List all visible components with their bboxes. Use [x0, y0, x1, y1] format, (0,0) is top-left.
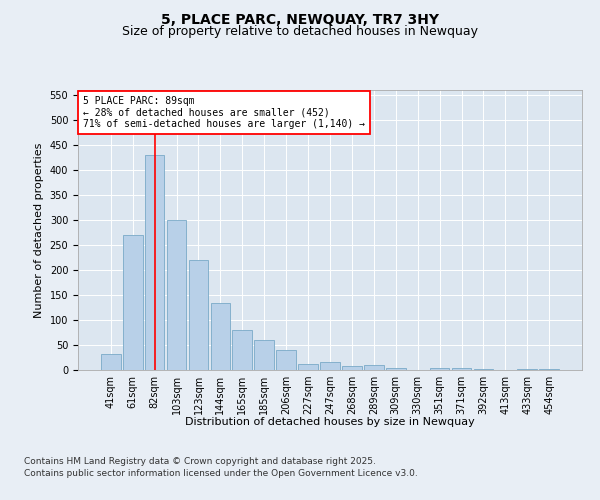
Bar [232, 330, 252, 370]
Bar [123, 235, 143, 370]
Bar [473, 369, 493, 370]
Bar [320, 362, 340, 370]
Text: 5, PLACE PARC, NEWQUAY, TR7 3HY: 5, PLACE PARC, NEWQUAY, TR7 3HY [161, 12, 439, 26]
Bar [254, 340, 274, 370]
Text: 5 PLACE PARC: 89sqm
← 28% of detached houses are smaller (452)
71% of semi-detac: 5 PLACE PARC: 89sqm ← 28% of detached ho… [83, 96, 365, 129]
Text: Contains HM Land Registry data © Crown copyright and database right 2025.: Contains HM Land Registry data © Crown c… [24, 458, 376, 466]
X-axis label: Distribution of detached houses by size in Newquay: Distribution of detached houses by size … [185, 417, 475, 427]
Bar [452, 368, 472, 370]
Bar [386, 368, 406, 370]
Bar [364, 365, 384, 370]
Bar [145, 155, 164, 370]
Bar [276, 350, 296, 370]
Y-axis label: Number of detached properties: Number of detached properties [34, 142, 44, 318]
Bar [342, 366, 362, 370]
Text: Size of property relative to detached houses in Newquay: Size of property relative to detached ho… [122, 25, 478, 38]
Bar [167, 220, 187, 370]
Bar [101, 354, 121, 370]
Bar [539, 368, 559, 370]
Bar [430, 368, 449, 370]
Bar [188, 260, 208, 370]
Bar [517, 369, 537, 370]
Bar [211, 302, 230, 370]
Bar [298, 364, 318, 370]
Text: Contains public sector information licensed under the Open Government Licence v3: Contains public sector information licen… [24, 469, 418, 478]
